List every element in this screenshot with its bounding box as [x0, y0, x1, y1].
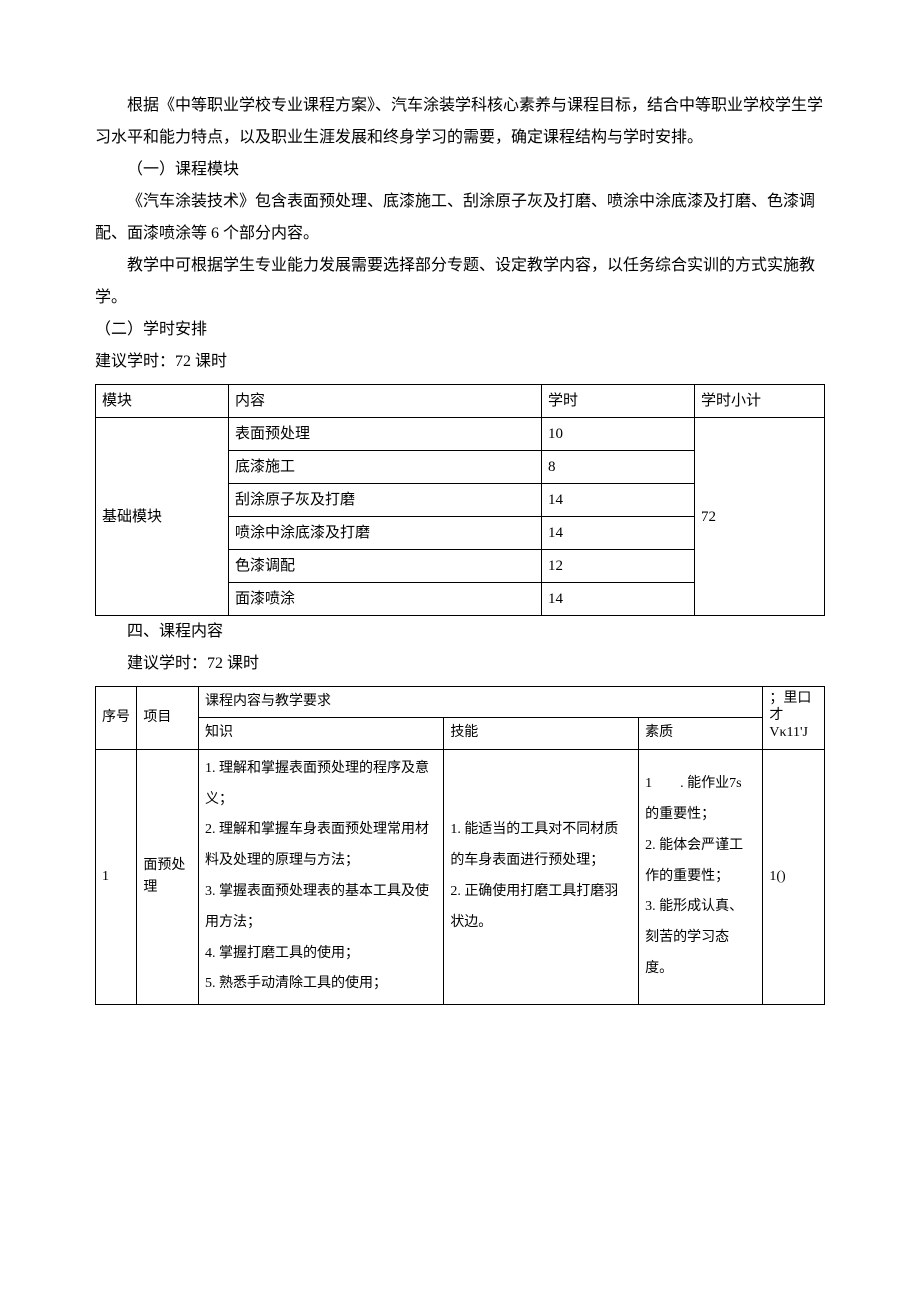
subtotal-cell: 72 — [695, 418, 825, 616]
header-knowledge: 知识 — [198, 718, 443, 749]
row-hours: 14 — [542, 583, 695, 616]
table-header-row: 序号 项目 课程内容与教学要求 ；里口才 Vκ11'J — [96, 687, 825, 718]
header-skill: 技能 — [444, 718, 639, 749]
section-heading-2: （二）学时安排 — [95, 314, 825, 346]
table-row: 1 面预处理 1. 理解和掌握表面预处理的程序及意义；2. 理解和掌握车身表面预… — [96, 749, 825, 1004]
table-subheader-row: 知识 技能 素质 — [96, 718, 825, 749]
row-content: 喷涂中涂底漆及打磨 — [229, 517, 542, 550]
row-hours: 14 — [542, 484, 695, 517]
row-hours: 14 — [542, 517, 695, 550]
paragraph-intro: 根据《中等职业学校专业课程方案》、汽车涂装学科核心素养与课程目标，结合中等职业学… — [95, 90, 825, 154]
section-heading-3: 四、课程内容 — [95, 616, 825, 648]
row-skill: 1. 能适当的工具对不同材质的车身表面进行预处理；2. 正确使用打磨工具打磨羽状… — [444, 749, 639, 1004]
section-heading-1: （一）课程模块 — [95, 154, 825, 186]
row-hours: 10 — [542, 418, 695, 451]
header-subtotal: 学时小计 — [695, 385, 825, 418]
header-module: 模块 — [96, 385, 229, 418]
row-content: 表面预处理 — [229, 418, 542, 451]
row-hours: 12 — [542, 550, 695, 583]
suggested-hours-2: 建议学时：72 课时 — [95, 648, 825, 680]
table-header-row: 模块 内容 学时 学时小计 — [96, 385, 825, 418]
paragraph-teaching: 教学中可根据学生专业能力发展需要选择部分专题、设定教学内容，以任务综合实训的方式… — [95, 250, 825, 314]
row-seq: 1 — [96, 749, 137, 1004]
module-group-label: 基础模块 — [96, 418, 229, 616]
course-content-table: 序号 项目 课程内容与教学要求 ；里口才 Vκ11'J 知识 技能 素质 1 面… — [95, 686, 825, 1005]
header-hours: 学时 — [542, 385, 695, 418]
table-row: 基础模块 表面预处理 10 72 — [96, 418, 825, 451]
row-knowledge: 1. 理解和掌握表面预处理的程序及意义；2. 理解和掌握车身表面预处理常用材料及… — [198, 749, 443, 1004]
row-hours: 8 — [542, 451, 695, 484]
corner-top: ；里口才 — [769, 691, 818, 725]
row-quality: 1 . 能作业7s 的重要性；2. 能体会严谨工作的重要性；3. 能形成认真、刻… — [639, 749, 763, 1004]
row-content: 刮涂原子灰及打磨 — [229, 484, 542, 517]
header-corner: ；里口才 Vκ11'J — [763, 687, 825, 750]
suggested-hours-1: 建议学时：72 课时 — [95, 346, 825, 378]
header-project: 项目 — [137, 687, 199, 750]
header-seq: 序号 — [96, 687, 137, 750]
header-quality: 素质 — [639, 718, 763, 749]
module-hours-table: 模块 内容 学时 学时小计 基础模块 表面预处理 10 72 底漆施工 8 刮涂… — [95, 384, 825, 616]
header-group: 课程内容与教学要求 — [198, 687, 762, 718]
row-project: 面预处理 — [137, 749, 199, 1004]
header-content: 内容 — [229, 385, 542, 418]
corner-bot: Vκ11'J — [769, 725, 818, 742]
row-content: 面漆喷涂 — [229, 583, 542, 616]
row-content: 底漆施工 — [229, 451, 542, 484]
row-content: 色漆调配 — [229, 550, 542, 583]
row-hours: 1() — [763, 749, 825, 1004]
paragraph-modules: 《汽车涂装技术》包含表面预处理、底漆施工、刮涂原子灰及打磨、喷涂中涂底漆及打磨、… — [95, 186, 825, 250]
